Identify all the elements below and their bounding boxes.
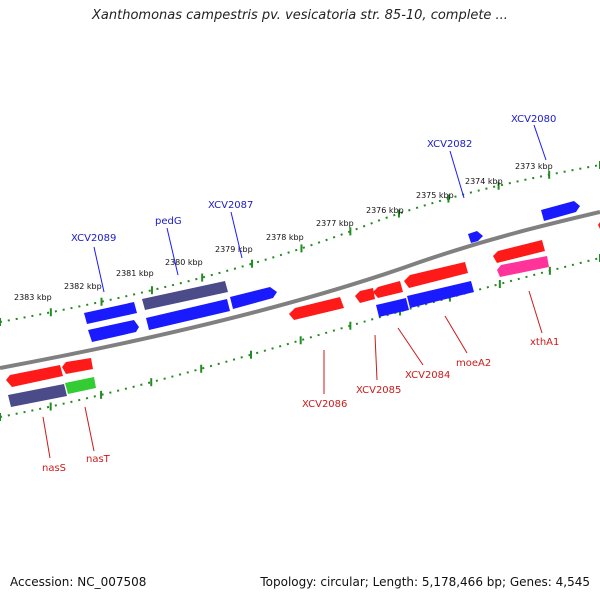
map-title: Xanthomonas campestris pv. vesicatoria s… [92, 8, 508, 23]
kbp-label: 2373 kbp [515, 162, 553, 171]
gene-arrow[interactable] [230, 287, 277, 309]
gene-label: XCV2087 [208, 200, 253, 211]
reverse-genes [6, 222, 600, 407]
gene-arrow[interactable] [146, 299, 230, 330]
kbp-label: 2375 kbp [416, 191, 454, 200]
gene-arrow[interactable] [355, 288, 375, 303]
summary-text: Topology: circular; Length: 5,178,466 bp… [260, 575, 590, 589]
gene-arrow[interactable] [497, 256, 549, 277]
kbp-label: 2374 kbp [465, 177, 503, 186]
gene-label: XCV2084 [405, 370, 450, 381]
gene-arrow[interactable] [404, 262, 468, 288]
gene-arrow[interactable] [65, 377, 96, 394]
gene-arrow[interactable] [289, 297, 344, 320]
kbp-label: 2377 kbp [316, 219, 354, 228]
gene-arrow[interactable] [8, 384, 67, 407]
gene-arrow[interactable] [84, 302, 137, 324]
gene-label: XCV2089 [71, 233, 116, 244]
kbp-label: 2380 kbp [165, 258, 203, 267]
gene-arrow[interactable] [376, 298, 409, 317]
gene-arrow[interactable] [88, 320, 139, 342]
label-leaders [42, 124, 547, 459]
kbp-label: 2378 kbp [266, 233, 304, 242]
gene-label: pedG [155, 216, 182, 227]
gene-arrow[interactable] [373, 281, 403, 298]
kbp-label: 2379 kbp [215, 245, 253, 254]
forward-genes [84, 201, 580, 342]
gene-arrow[interactable] [62, 358, 93, 374]
ruler-labels: 2383 kbp 2382 kbp 2381 kbp 2380 kbp 2379… [14, 162, 553, 302]
gene-label: nasS [42, 463, 66, 474]
gene-arrow[interactable] [142, 281, 228, 310]
kbp-label: 2376 kbp [366, 206, 404, 215]
gene-label: moeA2 [456, 358, 491, 369]
ruler-lower [0, 257, 600, 418]
reverse-labels: nasS nasT XCV2086 XCV2085 XCV2084 moeA2 … [42, 337, 559, 474]
ruler-upper [0, 164, 600, 323]
kbp-label: 2383 kbp [14, 293, 52, 302]
gene-label: xthA1 [530, 337, 559, 348]
gene-label: XCV2085 [356, 385, 401, 396]
accession-text: Accession: NC_007508 [10, 575, 147, 589]
gene-arrow[interactable] [468, 231, 483, 243]
gene-arrow[interactable] [541, 201, 580, 221]
forward-labels: XCV2089 pedG XCV2087 XCV2082 XCV2080 [71, 114, 556, 244]
gene-label: XCV2082 [427, 139, 472, 150]
gene-label: XCV2080 [511, 114, 556, 125]
gene-label: nasT [86, 454, 111, 465]
gene-arrow[interactable] [6, 365, 63, 387]
gene-arrow[interactable] [407, 281, 474, 308]
kbp-label: 2381 kbp [116, 269, 154, 278]
kbp-label: 2382 kbp [64, 282, 102, 291]
gene-label: XCV2086 [302, 399, 347, 410]
gene-arrow[interactable] [493, 240, 545, 263]
genome-backbone [0, 210, 600, 370]
